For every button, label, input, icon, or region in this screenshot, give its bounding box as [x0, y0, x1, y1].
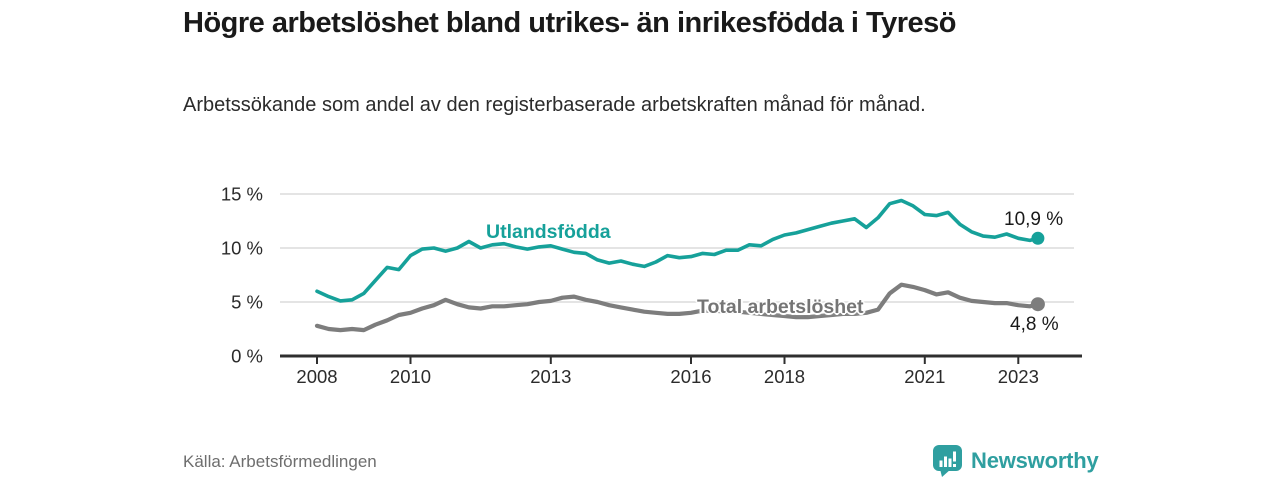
x-tick-label: 2018: [764, 366, 805, 387]
y-tick-label: 10 %: [221, 238, 263, 259]
chart-subtitle: Arbetssökande som andel av den registerb…: [183, 94, 926, 116]
x-tick-label: 2013: [530, 366, 571, 387]
end-value-label-utlandsfodda: 10,9 %: [1004, 209, 1064, 230]
newsworthy-wordmark: Newsworthy: [971, 448, 1099, 473]
series-end-dot-utlandsfodda: [1031, 231, 1045, 245]
x-tick-label: 2023: [998, 366, 1039, 387]
newsworthy-logo: Newsworthy: [932, 444, 1099, 478]
series-label-utlandsfodda: Utlandsfödda: [486, 221, 611, 243]
x-tick-label: 2010: [390, 366, 431, 387]
x-tick-label: 2021: [904, 366, 945, 387]
series-label-total-arbetsloshet: Total arbetslöshet: [697, 296, 864, 318]
x-tick-label: 2008: [296, 366, 337, 387]
y-tick-label: 15 %: [221, 184, 263, 205]
series-line-utlandsfodda: [315, 198, 1040, 303]
y-tick-label: 0 %: [231, 346, 263, 367]
x-tick-label: 2016: [670, 366, 711, 387]
y-tick-label: 5 %: [231, 292, 263, 313]
end-value-label-total-arbetsloshet: 4,8 %: [1010, 314, 1059, 335]
series-end-dot-total-arbetsloshet: [1030, 297, 1045, 312]
series-line-total-arbetsloshet: [314, 282, 1041, 333]
newsworthy-bubble-chart-icon: [933, 445, 962, 477]
source-caption: Källa: Arbetsförmedlingen: [183, 452, 377, 471]
chart-title: Högre arbetslöshet bland utrikes- än inr…: [183, 7, 957, 39]
